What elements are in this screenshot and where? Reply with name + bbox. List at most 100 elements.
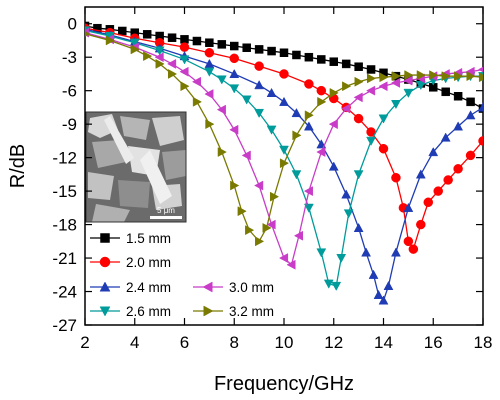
- data-point: [378, 143, 389, 154]
- data-point: [167, 69, 178, 79]
- x-tick-label: 10: [275, 333, 294, 352]
- data-point: [292, 50, 301, 60]
- data-point: [323, 279, 334, 289]
- inset-scale-label: 5 μm: [157, 206, 175, 215]
- data-point: [453, 164, 463, 174]
- data-point: [416, 219, 426, 230]
- data-point: [129, 38, 140, 48]
- data-point: [353, 222, 364, 233]
- data-point: [154, 52, 164, 63]
- data-point: [229, 68, 240, 79]
- x-tick-label: 14: [374, 333, 393, 352]
- data-point: [167, 33, 177, 42]
- data-point: [478, 72, 483, 83]
- y-tick-label: -9: [62, 115, 77, 134]
- legend-item: 2.6 mm: [90, 304, 171, 319]
- y-tick-label: -27: [52, 316, 77, 335]
- data-point: [254, 108, 265, 119]
- data-point: [99, 281, 111, 292]
- data-point: [266, 219, 276, 230]
- data-point: [279, 96, 289, 106]
- data-point: [204, 89, 214, 99]
- data-point: [373, 289, 384, 299]
- x-tick-label: 2: [80, 333, 89, 352]
- data-point: [143, 51, 153, 62]
- data-point: [304, 79, 314, 89]
- data-point: [466, 97, 475, 107]
- data-point: [230, 180, 240, 191]
- x-tick-label: 18: [474, 333, 493, 352]
- legend-label: 2.4 mm: [126, 280, 171, 295]
- data-point: [328, 119, 338, 130]
- data-point: [155, 58, 165, 69]
- data-point: [179, 42, 190, 52]
- data-point: [179, 66, 189, 77]
- data-point: [204, 67, 215, 77]
- data-point: [230, 41, 239, 51]
- data-point: [205, 38, 214, 47]
- y-tick-label: -15: [52, 182, 77, 201]
- data-point: [278, 253, 289, 263]
- data-point: [403, 75, 413, 86]
- data-point: [378, 114, 389, 124]
- data-point: [237, 206, 247, 217]
- data-point: [408, 244, 419, 254]
- legend-label: 2.0 mm: [126, 255, 171, 270]
- data-point: [254, 80, 265, 90]
- x-tick-label: 12: [324, 333, 343, 352]
- data-point: [254, 180, 264, 191]
- data-point: [354, 62, 363, 71]
- data-point: [428, 147, 439, 157]
- data-point: [443, 175, 453, 185]
- data-point: [262, 223, 272, 233]
- data-point: [329, 87, 339, 98]
- data-point: [342, 81, 352, 92]
- data-point: [353, 92, 363, 103]
- data-point: [191, 76, 202, 87]
- data-point: [366, 65, 376, 74]
- data-point: [317, 55, 326, 64]
- x-tick-label: 8: [230, 333, 239, 352]
- data-point: [85, 31, 91, 37]
- data-point: [391, 247, 401, 257]
- data-point: [241, 150, 251, 161]
- data-point: [142, 30, 152, 39]
- data-point: [279, 158, 290, 169]
- y-tick-label: 0: [68, 15, 77, 34]
- axis-ticks: 2 4 6 8 10 12 14 16 18 0 -3 -6 -9 -12 -15 -18 -21 -24 -27: [52, 7, 492, 352]
- data-point: [203, 305, 214, 317]
- data-point: [254, 45, 264, 54]
- sem-inset-image: 5 μm: [85, 111, 187, 223]
- data-point: [99, 306, 111, 317]
- data-point: [354, 76, 364, 87]
- data-point: [383, 280, 394, 291]
- data-point: [286, 259, 296, 270]
- legend-label: 3.2 mm: [229, 304, 274, 319]
- data-point: [245, 225, 255, 236]
- data-point: [105, 35, 115, 46]
- series-layer: [85, 21, 483, 305]
- inset-scale-bar: [150, 216, 182, 219]
- y-tick-label: -12: [52, 149, 77, 168]
- y-tick-label: -21: [52, 249, 77, 268]
- data-point: [404, 70, 414, 80]
- x-tick-label: 6: [180, 333, 189, 352]
- data-point: [378, 295, 389, 305]
- data-point: [329, 57, 338, 66]
- data-point: [279, 48, 289, 57]
- data-point: [291, 170, 302, 180]
- data-point: [415, 81, 426, 91]
- data-point: [216, 104, 226, 115]
- data-point: [205, 119, 215, 130]
- data-point: [341, 189, 352, 199]
- legend-item: 3.0 mm: [193, 280, 274, 295]
- data-point: [361, 247, 372, 257]
- data-point: [478, 136, 483, 146]
- data-point: [441, 87, 450, 97]
- data-point: [291, 107, 302, 118]
- data-point: [192, 36, 202, 46]
- data-point: [269, 191, 280, 202]
- data-point: [303, 203, 314, 213]
- data-point: [403, 236, 414, 247]
